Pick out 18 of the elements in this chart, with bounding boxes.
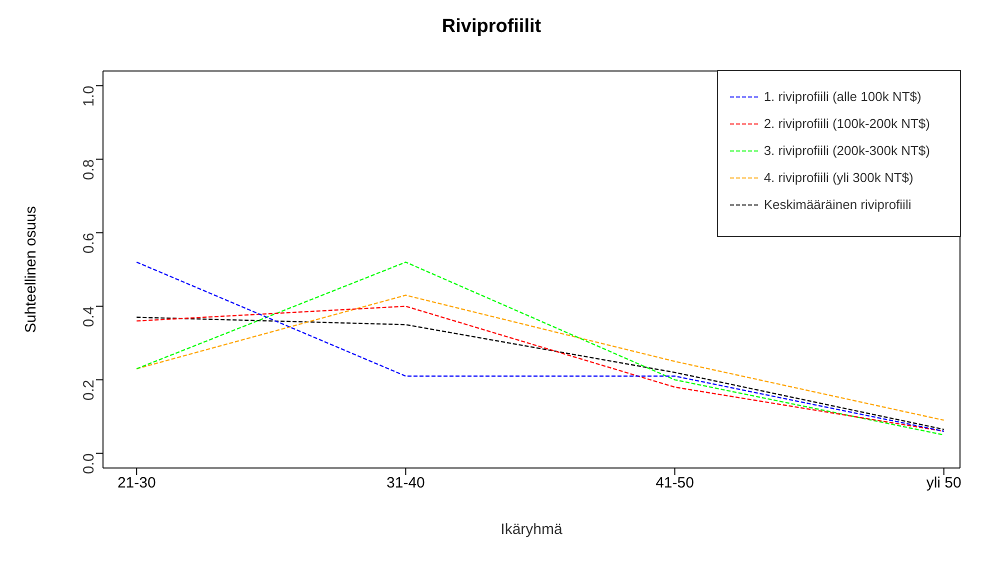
y-tick-label: 0.0 <box>80 453 98 474</box>
legend-label: 3. riviprofiili (200k-300k NT$) <box>764 143 930 158</box>
x-tick-label: 31-40 <box>386 474 425 492</box>
legend-label: 4. riviprofiili (yli 300k NT$) <box>764 170 914 185</box>
y-tick-label: 0.6 <box>80 232 98 254</box>
chart-title: Riviprofiilit <box>440 16 542 38</box>
legend-label: 2. riviprofiili (100k-200k NT$) <box>764 116 930 131</box>
y-tick-label: 0.4 <box>80 306 98 328</box>
legend-label: Keskimääräinen riviprofiili <box>764 197 912 212</box>
x-tick-label: 21-30 <box>117 474 156 492</box>
x-tick-label: yli 50 <box>926 474 962 492</box>
legend-label: 1. riviprofiili (alle 100k NT$) <box>764 89 922 104</box>
y-tick-label: 1.0 <box>80 86 98 107</box>
x-tick-label: 41-50 <box>656 474 694 492</box>
x-axis-title: Ikäryhmä <box>500 521 563 538</box>
y-axis-title: Suhteellinen osuus <box>22 206 40 333</box>
y-tick-label: 0.2 <box>80 380 98 401</box>
y-tick-label: 0.8 <box>80 159 98 180</box>
